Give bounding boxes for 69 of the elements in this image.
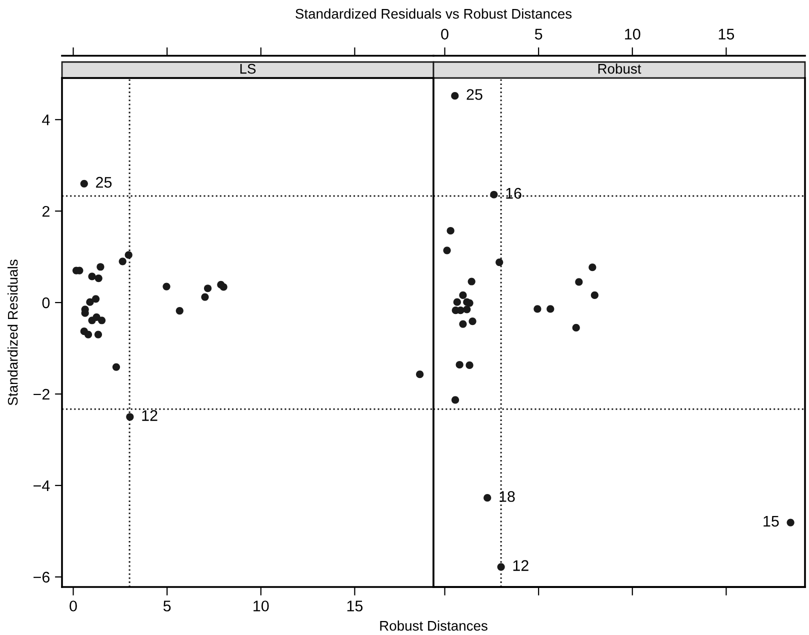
point: [590, 291, 598, 300]
point: [490, 190, 498, 198]
point: [416, 370, 424, 378]
point: [220, 283, 228, 291]
y-tick-label: 4: [42, 114, 50, 126]
chart-title: Standardized Residuals vs Robust Distances: [296, 8, 572, 19]
y-tick-label: −2: [34, 388, 50, 400]
point: [96, 263, 104, 271]
point: [463, 306, 471, 314]
point: [201, 293, 209, 301]
point: [162, 282, 170, 290]
point: [496, 258, 504, 266]
point: [484, 494, 492, 502]
point: [468, 278, 476, 286]
point: [443, 246, 451, 254]
point: [451, 92, 459, 100]
x-tick-label: 5: [163, 600, 171, 612]
point: [126, 413, 134, 421]
point: [572, 324, 580, 332]
x-tick-label: 10: [625, 28, 640, 40]
annotation: 16: [506, 188, 522, 199]
y-tick-label: 0: [42, 297, 50, 308]
point: [456, 360, 464, 369]
annotation: 25: [96, 176, 112, 188]
point: [466, 361, 474, 369]
annotation: 12: [142, 410, 158, 421]
point: [534, 305, 542, 313]
annotation: 18: [500, 491, 515, 502]
y-tick-label: −6: [34, 572, 50, 583]
x-tick-label: 0: [441, 28, 448, 40]
point: [112, 363, 120, 371]
point: [466, 299, 474, 307]
point: [786, 518, 794, 526]
point: [84, 330, 92, 338]
chart-subtitle: Robust: [598, 64, 642, 74]
point: [453, 298, 461, 306]
annotation: 25: [466, 89, 482, 100]
point: [497, 563, 505, 571]
y-tick-label: 2: [42, 206, 50, 217]
annotation: 12: [513, 560, 528, 571]
x-tick-label: 15: [347, 600, 363, 612]
point: [98, 316, 106, 324]
point: [88, 272, 96, 280]
point: [204, 284, 212, 292]
point: [118, 258, 126, 266]
point: [588, 264, 596, 272]
x-tick-label: 0: [70, 600, 77, 612]
point: [446, 226, 454, 235]
point: [468, 317, 476, 326]
point: [459, 320, 467, 328]
point: [575, 278, 583, 286]
y-axis-title: Standardized Residuals: [8, 260, 18, 406]
x-axis-title: Robust Distances: [380, 620, 488, 631]
chart-subtitle: LS: [240, 64, 256, 74]
x-tick-label: 15: [718, 28, 734, 40]
x-tick-label: 10: [254, 600, 269, 612]
point: [94, 330, 102, 338]
annotation: 15: [764, 516, 779, 527]
point: [546, 305, 554, 313]
point: [80, 180, 88, 188]
point: [92, 295, 100, 303]
point: [124, 251, 132, 259]
x-tick-label: 5: [534, 28, 542, 40]
point: [459, 291, 467, 300]
y-tick-label: −4: [34, 480, 50, 492]
point: [451, 396, 460, 404]
point: [176, 306, 184, 315]
point: [86, 298, 94, 306]
point: [94, 274, 102, 282]
